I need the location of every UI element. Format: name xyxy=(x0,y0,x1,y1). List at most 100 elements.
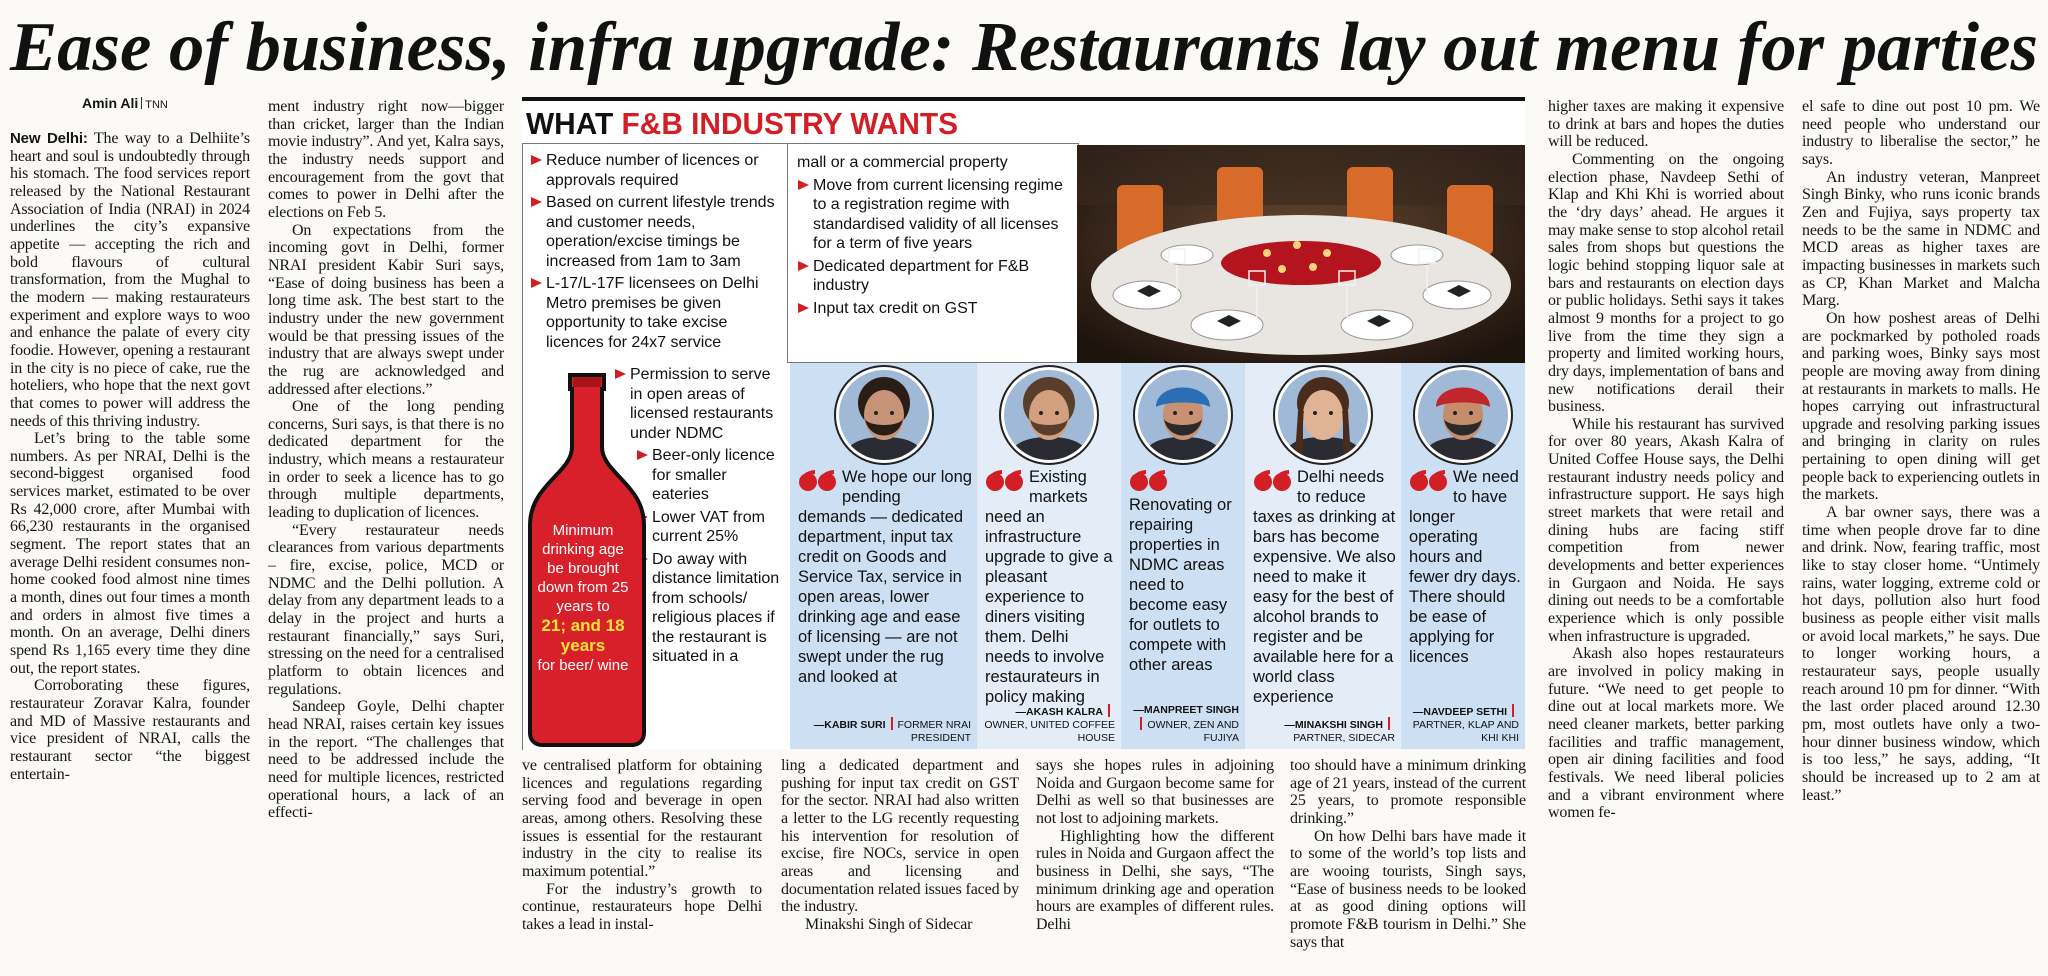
paragraph-text: Highlighting how the different rules in … xyxy=(1036,827,1274,933)
paragraph: On how Delhi bars have made it to some o… xyxy=(1290,828,1526,952)
paragraph-text: higher taxes are making it expensive to … xyxy=(1548,98,1784,151)
paragraph-text: The way to a Delhiite’s heart and soul i… xyxy=(10,130,250,430)
separator xyxy=(890,717,893,730)
quote-text: We need to have longer operating hours a… xyxy=(1409,467,1521,667)
quote-name: —MANPREET SINGH xyxy=(1133,704,1239,716)
bottle-illustration xyxy=(528,373,646,747)
column: says she hopes rules in adjoining Noida … xyxy=(1036,757,1274,972)
paragraph: New Delhi: The way to a Delhiite’s heart… xyxy=(10,130,250,430)
paragraph: Let’s bring to the table some numbers. A… xyxy=(10,430,250,677)
quote-glyph xyxy=(988,470,1002,483)
paragraph: el safe to dine out post 10 pm. We need … xyxy=(1802,98,2040,169)
portrait-part xyxy=(864,419,903,436)
portrait-part xyxy=(889,411,894,415)
paragraph-text: says she hopes rules in adjoining Noida … xyxy=(1036,757,1274,827)
paragraph: Sandeep Goyle, Delhi chapter head NRAI, … xyxy=(268,698,504,822)
demand-item: mall or a commercial property xyxy=(797,154,1008,171)
quote-name: —KABIR SURI xyxy=(813,719,886,731)
portrait-face xyxy=(1278,370,1368,460)
decoration xyxy=(1137,285,1471,327)
headline-area: Ease of business, infra upgrade: Restaur… xyxy=(9,9,2038,86)
frame xyxy=(522,143,787,750)
quote-text: Delhi needs to reduce taxes as drinking … xyxy=(1253,467,1397,707)
bottle-tail: for beer/ wine xyxy=(537,657,629,674)
demand-item: Reduce number of licences or approvals r… xyxy=(530,151,782,190)
paragraph-text: Let’s bring to the table some numbers. A… xyxy=(10,430,250,677)
infobox-title: WHAT F&B INDUSTRY WANTS xyxy=(526,106,958,141)
quote-body: We need to have longer operating hours a… xyxy=(1409,468,1521,666)
portrait xyxy=(999,365,1099,465)
paragraph-text: el safe to dine out post 10 pm. We need … xyxy=(1802,98,2040,168)
title-highlight: F&B INDUSTRY WANTS xyxy=(622,106,958,141)
quote-mark xyxy=(986,470,1023,491)
paragraph-text: For the industry’s growth to continue, r… xyxy=(522,880,762,933)
demands-list: Reduce number of licences or approvals r… xyxy=(530,151,782,355)
quote-mark xyxy=(1410,470,1447,491)
quote-role: FORMER NRAI PRESIDENT xyxy=(897,719,972,744)
demand-item: Based on current lifestyle trends and cu… xyxy=(530,193,782,271)
demands-list: Permission to serve in open areas of lic… xyxy=(614,365,786,670)
decoration xyxy=(1217,167,1263,227)
separator xyxy=(141,97,143,109)
decoration xyxy=(1263,241,1331,273)
paragraph-text: An industry veteran, Manpreet Singh Bink… xyxy=(1802,168,2040,310)
paragraph: Minakshi Singh of Sidecar xyxy=(781,916,1019,934)
paragraph-text: ling a dedicated department and pushing … xyxy=(781,757,1019,916)
paragraph-text: ve centralised platform for obtaining li… xyxy=(522,757,762,880)
portrait-part xyxy=(1444,419,1482,436)
portrait-part xyxy=(1313,411,1317,415)
paragraph: “Every restaurateur needs clearances fro… xyxy=(268,522,504,699)
paragraph: Highlighting how the different rules in … xyxy=(1036,828,1274,934)
quote-text: Existing markets need an infrastructure … xyxy=(985,467,1117,707)
portrait-part xyxy=(1189,411,1193,415)
portrait-part xyxy=(1173,411,1177,415)
paragraph-text: A bar owner says, there was a time when … xyxy=(1802,504,2040,804)
quote-name: —NAVDEEP SETHI xyxy=(1412,706,1507,718)
quote-attribution: —MANPREET SINGH OWNER, ZEN AND FUJIYA xyxy=(1127,704,1239,745)
demand-item: L-17/L-17F licensees on Delhi Metro prem… xyxy=(530,274,782,352)
quote-role: PARTNER, KLAP AND KHI KHI xyxy=(1412,719,1519,744)
byline: Amin Ali TNN xyxy=(82,95,168,111)
quote-role: OWNER, ZEN AND FUJIYA xyxy=(1147,719,1239,744)
quote-attribution: —NAVDEEP SETHIPARTNER, KLAP AND KHI KHI xyxy=(1407,704,1519,745)
paragraph: ment industry right now—bigger than cric… xyxy=(268,98,504,222)
decoration xyxy=(1263,249,1271,257)
paragraph: On expectations from the incoming govt i… xyxy=(268,222,504,399)
paragraph-text: “Every restaurateur needs clearances fro… xyxy=(268,521,504,698)
quote-mark xyxy=(799,470,836,491)
quote-attribution: —MINAKSHI SINGHPARTNER, SIDECAR xyxy=(1251,717,1395,745)
decoration xyxy=(1168,248,1436,317)
decoration xyxy=(1137,285,1161,297)
paragraph: ling a dedicated department and pushing … xyxy=(781,757,1019,916)
decoration xyxy=(1248,270,1266,317)
quote-name: —MINAKSHI SINGH xyxy=(1284,719,1383,731)
decoration xyxy=(1323,249,1331,257)
decoration xyxy=(1447,185,1493,255)
quote-mark xyxy=(1254,470,1291,491)
quote-role: PARTNER, SIDECAR xyxy=(1293,732,1395,744)
demand-item: Lower VAT from current 25% xyxy=(636,508,786,547)
infobox: WHAT F&B INDUSTRY WANTS Reduce number of… xyxy=(522,97,1525,750)
decoration xyxy=(1309,263,1317,271)
paragraph-text: On how Delhi bars have made it to some o… xyxy=(1290,827,1526,951)
decoration xyxy=(1418,248,1436,295)
quote-glyph xyxy=(1431,470,1445,483)
paragraph-text: Corroborating these figures, restaurateu… xyxy=(10,677,250,783)
portrait-face xyxy=(1138,370,1228,460)
portrait xyxy=(1273,365,1373,465)
quote-panel: We need to have longer operating hours a… xyxy=(1401,363,1525,749)
paragraph: While his restaurant has survived for ov… xyxy=(1548,416,1784,646)
paragraph-text: Commenting on the ongoing election phase… xyxy=(1548,150,1784,416)
quote-glyph xyxy=(1132,470,1146,483)
paragraph: Corroborating these figures, restaurateu… xyxy=(10,677,250,783)
decoration xyxy=(1293,241,1301,249)
paragraph: One of the long pending concerns, Suri s… xyxy=(268,398,504,522)
dateline: New Delhi: xyxy=(10,130,88,147)
column: ve centralised platform for obtaining li… xyxy=(522,757,762,972)
quote-glyph xyxy=(820,470,834,483)
separator xyxy=(1140,717,1143,730)
bottle-lead: Minimum drinking age be brought down fro… xyxy=(537,522,629,615)
column: higher taxes are making it expensive to … xyxy=(1548,98,1784,972)
portrait-face xyxy=(1418,370,1508,460)
